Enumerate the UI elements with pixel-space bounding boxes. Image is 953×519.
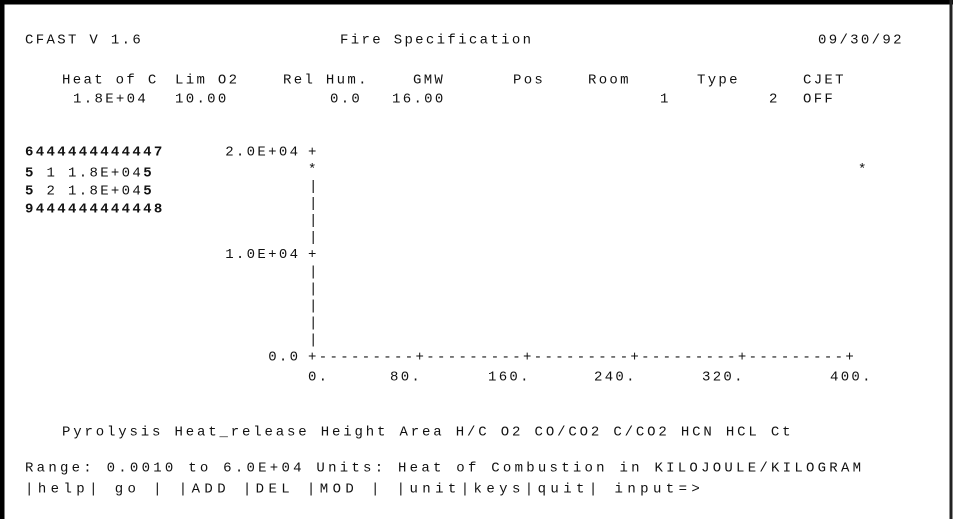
y-tick-label: 2.0E+04 (225, 145, 298, 161)
axis-line: | (309, 316, 317, 332)
axis-line: | (309, 298, 317, 314)
field-list: Pyrolysis Heat_release Height Area H/C O… (62, 425, 791, 441)
axis-line: | (309, 196, 317, 212)
program-name: CFAST V 1.6 (25, 33, 141, 49)
column-value: 0.0 (330, 92, 360, 108)
column-label: GMW (413, 73, 443, 89)
box-side: 5 (25, 184, 33, 200)
axis-line: | (309, 230, 317, 246)
fire-value: 1.8E+04 (68, 166, 141, 182)
axis-tick: + (308, 145, 316, 161)
plot-point: * (858, 162, 866, 178)
menu-bar[interactable]: |help| go | |ADD |DEL |MOD | |unit|keys|… (25, 482, 700, 498)
fire-index: 2 (47, 184, 55, 200)
x-axis: +---------+---------+---------+---------… (308, 350, 854, 366)
axis-tick: + (308, 247, 316, 263)
axis-line: | (309, 281, 317, 297)
column-value: 1 (660, 92, 668, 108)
box-side: 5 (25, 166, 33, 182)
y-tick-label: 0.0 (268, 350, 298, 366)
x-tick-label: 80. (390, 370, 420, 386)
column-value: 16.00 (392, 92, 443, 108)
column-label: Heat of C (62, 73, 156, 89)
fire-index: 1 (47, 166, 55, 182)
y-tick-label: 1.0E+04 (225, 247, 298, 263)
axis-line: | (309, 179, 317, 195)
box-side: 5 (143, 184, 151, 200)
axis-line: | (309, 333, 317, 349)
plot-point: * (308, 162, 316, 178)
column-value: 1.8E+04 (73, 92, 146, 108)
axis-line: | (309, 213, 317, 229)
column-value: OFF (803, 92, 833, 108)
column-label: Pos (513, 73, 543, 89)
column-value: 2 (769, 92, 777, 108)
box-top: 6444444444447 (25, 145, 162, 161)
column-value: 10.00 (175, 92, 226, 108)
fire-value: 1.8E+04 (68, 184, 141, 200)
box-side: 5 (143, 166, 151, 182)
box-bottom: 9444444444448 (25, 202, 162, 218)
axis-line: | (309, 264, 317, 280)
